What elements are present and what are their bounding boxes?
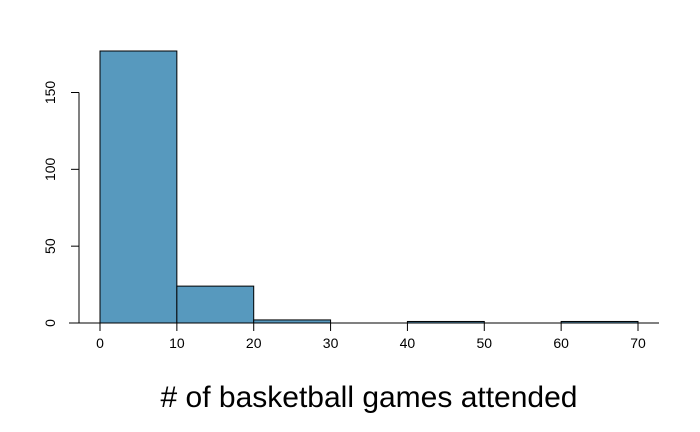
bars-layer [99,50,639,324]
x-axis: 0 10 20 30 40 50 60 70 [69,322,659,351]
x-tick-label: 20 [246,335,262,351]
y-tick-label: 0 [42,319,58,327]
histogram-bar-0-10 [99,50,178,324]
x-tick-label: 60 [553,335,569,351]
y-tick-label: 50 [42,238,58,254]
histogram-bar-10-20 [176,285,255,324]
y-tick-label: 100 [42,157,58,181]
x-tick-label: 30 [323,335,339,351]
x-tick-label: 0 [96,335,104,351]
x-tick-label: 50 [476,335,492,351]
y-tick-label: 150 [42,81,58,105]
x-axis-title: # of basketball games attended [161,381,578,414]
x-tick-label: 40 [400,335,416,351]
x-tick-label: 70 [630,335,646,351]
y-axis: 0 50 100 150 [42,81,80,327]
x-tick-label: 10 [169,335,185,351]
